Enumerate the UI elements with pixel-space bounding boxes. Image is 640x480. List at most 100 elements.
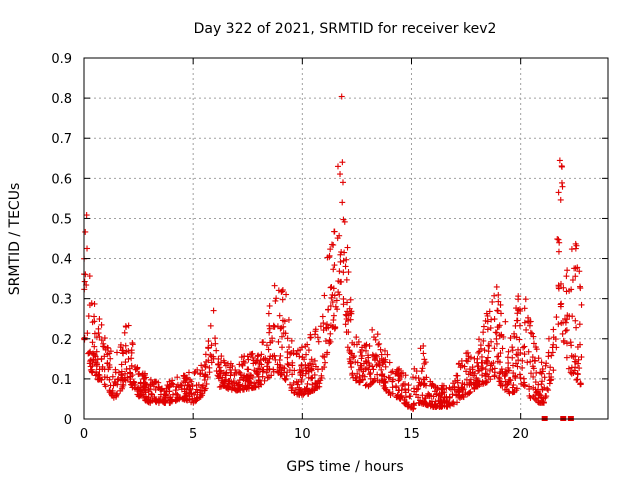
axes xyxy=(83,57,609,420)
data-point xyxy=(329,299,336,306)
data-point xyxy=(498,332,505,339)
data-point xyxy=(569,277,576,284)
data-point xyxy=(365,352,372,359)
data-point xyxy=(550,341,557,348)
data-point xyxy=(118,372,125,379)
data-point xyxy=(199,392,206,399)
data-point xyxy=(482,370,489,377)
data-point xyxy=(509,389,516,396)
data-point xyxy=(96,333,103,340)
data-point xyxy=(113,391,120,398)
y-tick-label: 0.9 xyxy=(51,52,72,67)
data-point xyxy=(95,330,102,337)
data-point xyxy=(301,390,308,397)
data-point xyxy=(485,348,492,355)
data-point xyxy=(501,386,508,393)
data-point xyxy=(496,370,503,377)
data-point xyxy=(166,399,173,406)
data-point xyxy=(288,337,295,344)
data-point xyxy=(483,379,490,386)
data-point xyxy=(86,360,93,367)
data-point xyxy=(96,366,103,373)
data-point xyxy=(85,313,92,320)
data-point xyxy=(148,390,155,397)
data-point xyxy=(208,359,215,366)
data-point xyxy=(497,301,504,308)
data-point xyxy=(479,372,486,379)
data-point xyxy=(401,399,408,406)
data-point xyxy=(104,360,111,367)
data-point xyxy=(524,314,531,321)
data-point xyxy=(275,338,282,345)
y-tick-label: 0.7 xyxy=(51,132,72,147)
data-point xyxy=(347,316,354,323)
data-point xyxy=(256,360,263,367)
data-point xyxy=(282,376,289,383)
data-point xyxy=(137,380,144,387)
data-point xyxy=(329,323,336,330)
data-point xyxy=(343,256,350,263)
data-point xyxy=(530,333,537,340)
data-point xyxy=(563,288,570,295)
data-point xyxy=(274,361,281,368)
data-point xyxy=(449,384,456,391)
data-point xyxy=(243,385,250,392)
data-point xyxy=(441,399,448,406)
x-axis-label: GPS time / hours xyxy=(286,459,403,475)
data-point xyxy=(369,363,376,370)
data-point xyxy=(568,364,575,371)
data-point xyxy=(338,248,345,255)
data-point xyxy=(574,371,581,378)
data-point xyxy=(89,369,96,376)
data-point xyxy=(276,367,283,374)
data-point xyxy=(239,386,246,393)
data-point xyxy=(568,286,575,293)
data-point xyxy=(420,350,427,357)
data-point xyxy=(272,356,279,363)
data-point xyxy=(263,342,270,349)
data-point xyxy=(147,386,154,393)
data-point xyxy=(244,366,251,373)
data-point xyxy=(353,334,360,341)
data-point xyxy=(495,298,502,305)
data-point xyxy=(356,378,363,385)
data-point xyxy=(174,391,181,398)
data-point xyxy=(246,372,253,379)
data-point xyxy=(334,163,341,170)
data-point xyxy=(284,354,291,361)
data-point xyxy=(349,339,356,346)
data-point xyxy=(463,368,470,375)
data-point xyxy=(363,341,370,348)
data-point xyxy=(494,307,501,314)
data-point xyxy=(346,349,353,356)
data-point xyxy=(106,350,113,357)
data-point xyxy=(82,271,89,278)
data-point xyxy=(337,258,344,265)
data-point xyxy=(390,376,397,383)
data-point xyxy=(304,380,311,387)
data-point xyxy=(213,347,220,354)
data-point xyxy=(294,381,301,388)
data-point xyxy=(386,359,393,366)
data-point xyxy=(125,355,132,362)
data-point xyxy=(510,370,517,377)
data-point xyxy=(260,355,267,362)
data-point xyxy=(181,388,188,395)
data-point xyxy=(535,381,542,388)
data-point xyxy=(491,316,498,323)
data-point xyxy=(450,401,457,408)
data-point xyxy=(137,387,144,394)
data-point xyxy=(489,366,496,373)
data-point xyxy=(193,386,200,393)
data-point xyxy=(226,364,233,371)
data-point xyxy=(574,376,581,383)
data-point xyxy=(128,347,135,354)
data-point xyxy=(245,356,252,363)
data-point xyxy=(410,374,417,381)
y-tick-label: 0.5 xyxy=(51,212,72,227)
data-point xyxy=(140,384,147,391)
data-point xyxy=(324,349,331,356)
data-point xyxy=(480,337,487,344)
x-tick-label: 0 xyxy=(80,427,88,442)
